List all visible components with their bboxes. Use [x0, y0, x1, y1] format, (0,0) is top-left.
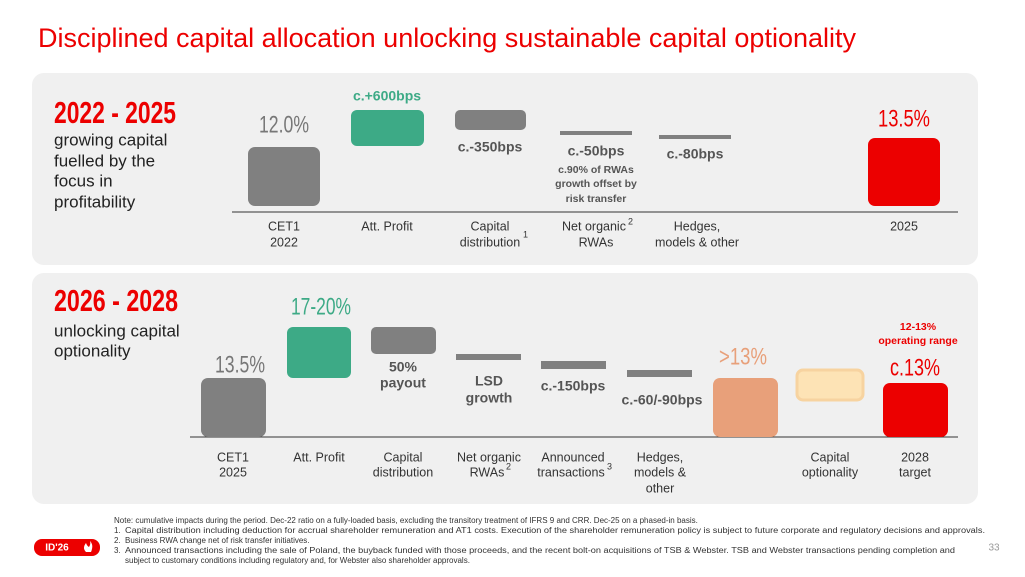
value: 13.5%	[878, 105, 930, 132]
value: c.-150bps	[541, 378, 606, 394]
value: 13.5%	[215, 351, 265, 378]
category: Hedges,	[674, 219, 721, 233]
footnote-marker: 2.	[114, 536, 121, 545]
subtitle: profitability	[54, 192, 136, 211]
bar	[868, 138, 940, 206]
footnote-marker: 3.	[114, 546, 121, 555]
category: RWAs	[579, 235, 614, 249]
page-number: 33	[988, 543, 1000, 554]
value: growth	[466, 390, 513, 406]
value: 12.0%	[259, 111, 309, 138]
detail: growth offset by	[555, 178, 637, 190]
bar	[371, 327, 436, 354]
footnote-marker: 1.	[114, 526, 121, 535]
value: c.13%	[890, 354, 940, 381]
category: models &	[634, 465, 687, 479]
value: 17-20%	[291, 293, 351, 320]
category: Hedges,	[637, 450, 684, 464]
category: target	[899, 465, 931, 479]
subtitle: growing capital	[54, 130, 167, 149]
panel	[32, 73, 978, 265]
category: Net organic	[457, 450, 521, 464]
category: distribution	[373, 465, 433, 479]
category: optionality	[802, 465, 859, 479]
value: c.-50bps	[568, 143, 625, 159]
note-ref: 3	[607, 461, 612, 471]
note-ref: 2	[506, 461, 511, 471]
category: RWAs	[470, 465, 505, 479]
subtitle: fuelled by the	[54, 151, 155, 170]
bar	[201, 378, 266, 437]
subtitle: optionality	[54, 341, 131, 360]
bar	[659, 135, 731, 139]
category: transactions	[537, 465, 604, 479]
category: Net organic	[562, 219, 626, 233]
footnote: subject to customary conditions includin…	[125, 556, 470, 565]
category: Att. Profit	[361, 219, 413, 233]
value: LSD	[475, 373, 503, 389]
bar	[455, 110, 526, 130]
category: CET1	[217, 450, 249, 464]
logo-text: ID'26	[45, 543, 69, 554]
value: payout	[380, 375, 426, 391]
bar	[248, 147, 320, 206]
value: c.-80bps	[667, 146, 724, 162]
bar	[560, 131, 632, 135]
value: c.-60/-90bps	[622, 392, 703, 408]
detail: operating range	[878, 335, 958, 347]
footnote: Capital distribution including deduction…	[125, 526, 985, 535]
category: 2022	[270, 235, 298, 249]
footnote: Note: cumulative impacts during the peri…	[114, 516, 698, 525]
bar	[713, 378, 778, 437]
title: Disciplined capital allocation unlocking…	[38, 23, 856, 53]
category: 2025	[890, 219, 918, 233]
heading: 2026 - 2028	[54, 283, 178, 318]
category: Announced	[541, 450, 604, 464]
footnote: Business RWA change net of risk transfer…	[125, 536, 310, 545]
detail: 12-13%	[900, 321, 937, 333]
subtitle: focus in	[54, 171, 113, 190]
category: 2025	[219, 465, 247, 479]
value: 50%	[389, 359, 418, 375]
bar	[456, 354, 521, 360]
bar	[883, 383, 948, 437]
note-ref: 2	[628, 216, 633, 226]
subtitle: unlocking capital	[54, 321, 180, 340]
category: Capital	[811, 450, 850, 464]
logo-flame	[84, 541, 93, 552]
category: CET1	[268, 219, 300, 233]
bar	[795, 368, 865, 402]
category: models & other	[655, 235, 739, 249]
category: Capital	[384, 450, 423, 464]
logo	[34, 539, 100, 556]
category: 2028	[901, 450, 929, 464]
panel	[32, 273, 978, 504]
category: Capital	[471, 219, 510, 233]
detail: c.90% of RWAs	[558, 164, 634, 176]
footnote: Announced transactions including the sal…	[125, 546, 955, 555]
category: other	[646, 481, 675, 495]
bar	[287, 327, 351, 378]
category: distribution	[460, 235, 520, 249]
category: Att. Profit	[293, 450, 345, 464]
heading: 2022 - 2025	[54, 95, 176, 130]
value: >13%	[719, 343, 767, 370]
bar	[351, 110, 424, 146]
value: c.-350bps	[458, 139, 523, 155]
value: c.+600bps	[353, 88, 421, 104]
detail: risk transfer	[566, 193, 627, 205]
bar	[627, 370, 692, 377]
bar	[541, 361, 606, 369]
note-ref: 1	[523, 229, 528, 239]
